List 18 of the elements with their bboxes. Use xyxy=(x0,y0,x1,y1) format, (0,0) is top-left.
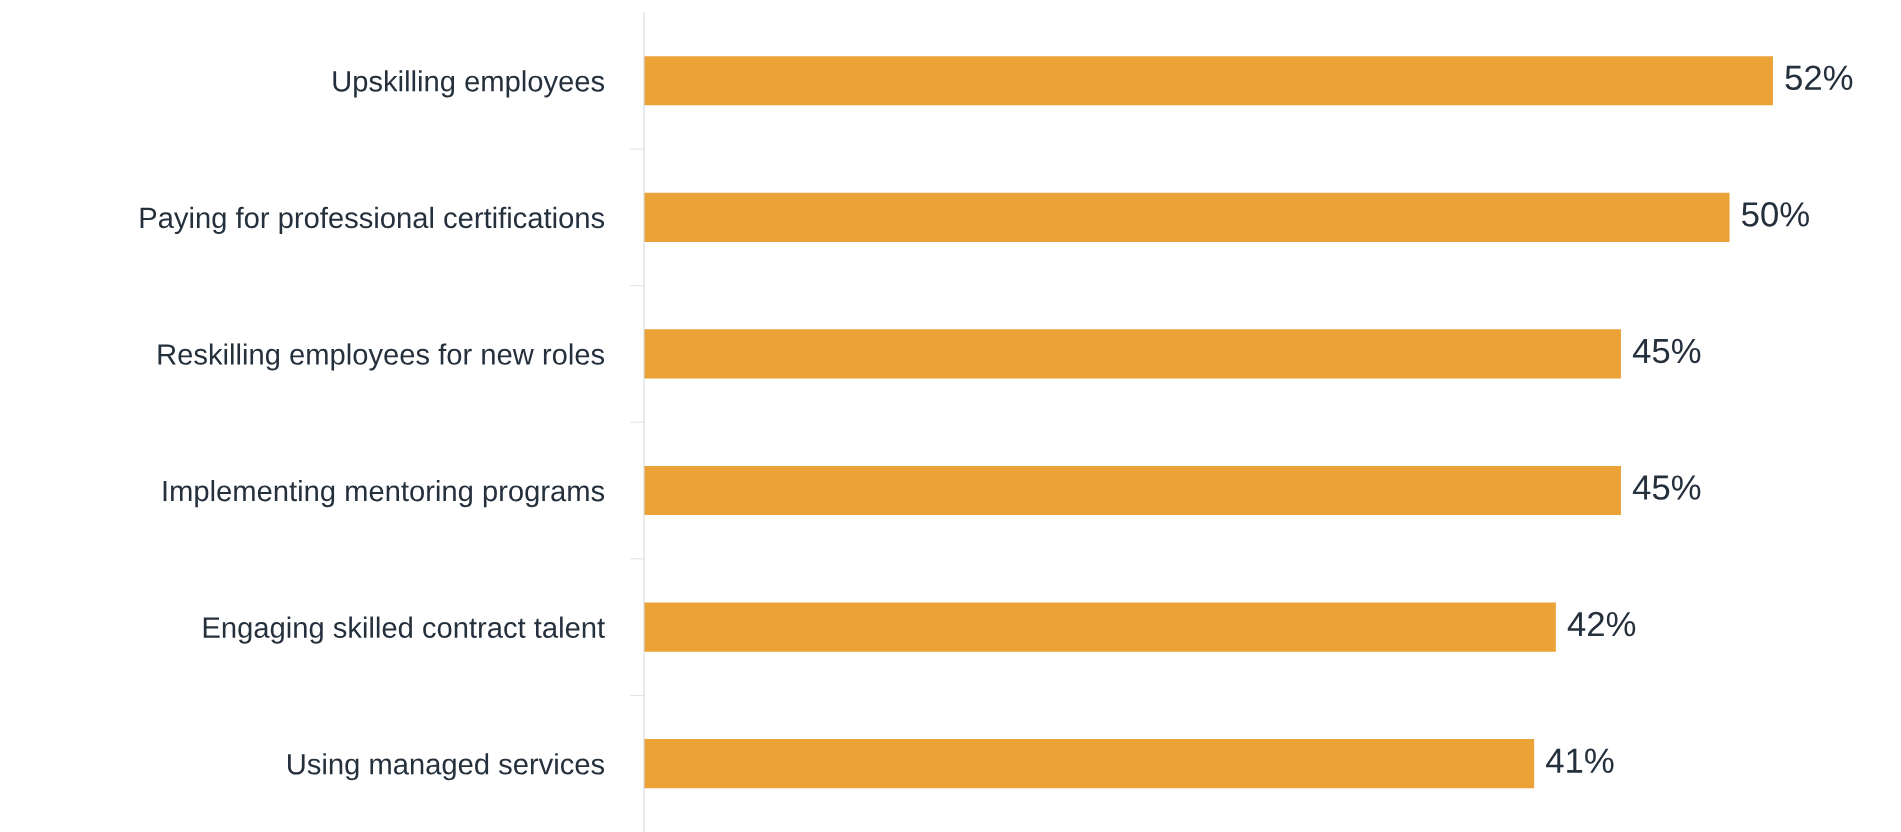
bar xyxy=(644,739,1535,789)
data-label: 50% xyxy=(1742,202,1809,227)
data-label: 41% xyxy=(1546,748,1614,773)
bar xyxy=(644,56,1773,106)
y-tick-label: Using managed services xyxy=(288,753,605,781)
y-tick-label: Paying for professional certifications xyxy=(140,206,605,234)
y-tick-label: Engaging skilled contract talent xyxy=(203,616,605,644)
bar xyxy=(644,602,1556,652)
data-label: 52% xyxy=(1785,65,1853,91)
y-tick-label: Reskilling employees for new roles xyxy=(158,343,605,371)
bar xyxy=(644,192,1730,242)
y-tick-label: Implementing mentoring programs xyxy=(163,479,605,508)
data-label: 45% xyxy=(1632,475,1701,500)
data-label: 42% xyxy=(1567,611,1636,637)
y-tick-label: Upskilling employees xyxy=(333,70,605,98)
bar xyxy=(644,465,1621,516)
bar xyxy=(644,329,1621,379)
data-label: 45% xyxy=(1632,338,1701,364)
